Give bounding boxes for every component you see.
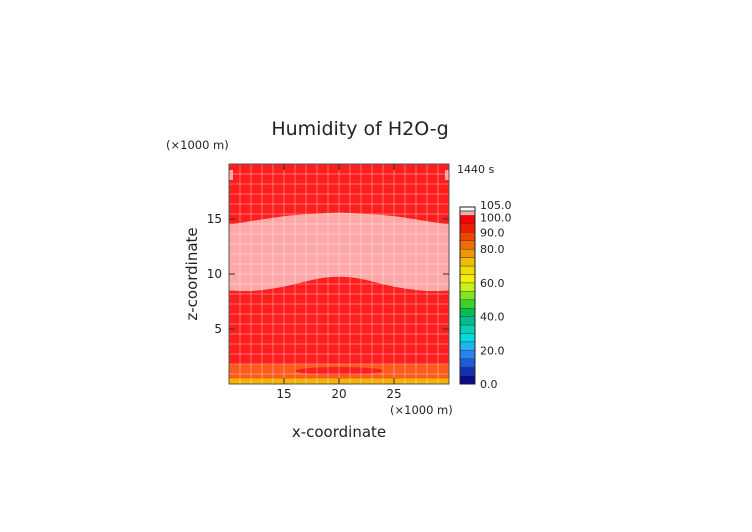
colorbar-top-swatch — [459, 206, 476, 212]
saturated-band — [229, 212, 449, 292]
colorbar-label: 60.0 — [480, 277, 505, 290]
colorbar-swatch — [459, 299, 476, 309]
colorbar-swatch — [459, 232, 476, 241]
colorbar-label: 40.0 — [480, 311, 505, 324]
colorbar-label: 80.0 — [480, 243, 505, 256]
colorbar-swatch — [459, 324, 476, 334]
colorbar-swatch — [459, 358, 476, 368]
x-axis-label: x-coordinate — [292, 423, 386, 441]
colorbar-swatch — [459, 350, 476, 359]
colorbar-swatch — [459, 282, 476, 292]
colorbar-label: 105.0 — [480, 199, 512, 212]
time-label: 1440 s — [457, 163, 494, 176]
colorbar-swatch — [459, 223, 476, 233]
near-surface-red-blob — [295, 366, 383, 375]
colorbar-swatch — [459, 257, 476, 267]
colorbar-swatch — [459, 215, 476, 225]
colorbar-frame — [459, 206, 476, 385]
colorbar-swatch — [459, 375, 476, 385]
chart-title: Humidity of H2O-g — [271, 118, 448, 140]
y-unit-label: (×1000 m) — [166, 138, 229, 152]
corner-markers — [229, 170, 449, 180]
colorbar-swatch — [459, 316, 476, 326]
colorbar-swatch — [459, 333, 476, 343]
x-tick-label: 20 — [331, 387, 346, 401]
y-tick-label: 10 — [207, 267, 222, 281]
y-axis-label: z-coordinate — [183, 227, 201, 320]
x-ticks: 15 20 25 — [276, 164, 402, 401]
colorbar-label: 20.0 — [480, 344, 505, 357]
colorbar-swatch — [459, 274, 476, 284]
y-tick-label: 15 — [207, 212, 222, 226]
colorbar-label: 0.0 — [480, 378, 498, 391]
x-tick-label: 15 — [276, 387, 291, 401]
colorbar-label: 100.0 — [480, 211, 512, 224]
colorbar-swatch — [459, 240, 476, 250]
colorbar-swatch — [459, 366, 476, 376]
colorbar-swatch — [459, 248, 476, 258]
y-ticks: 5 10 15 — [207, 212, 449, 336]
colorbar-label: 90.0 — [480, 226, 505, 239]
x-tick-label: 25 — [386, 387, 401, 401]
plot-area — [228, 163, 450, 385]
colorbar-swatch — [459, 291, 476, 300]
y-tick-label: 5 — [214, 322, 222, 336]
colorbar-swatch — [459, 265, 476, 275]
field-grid — [229, 164, 449, 384]
x-unit-label: (×1000 m) — [390, 403, 453, 417]
colorbar-swatch — [459, 307, 476, 317]
colorbar-swatch — [459, 341, 476, 351]
